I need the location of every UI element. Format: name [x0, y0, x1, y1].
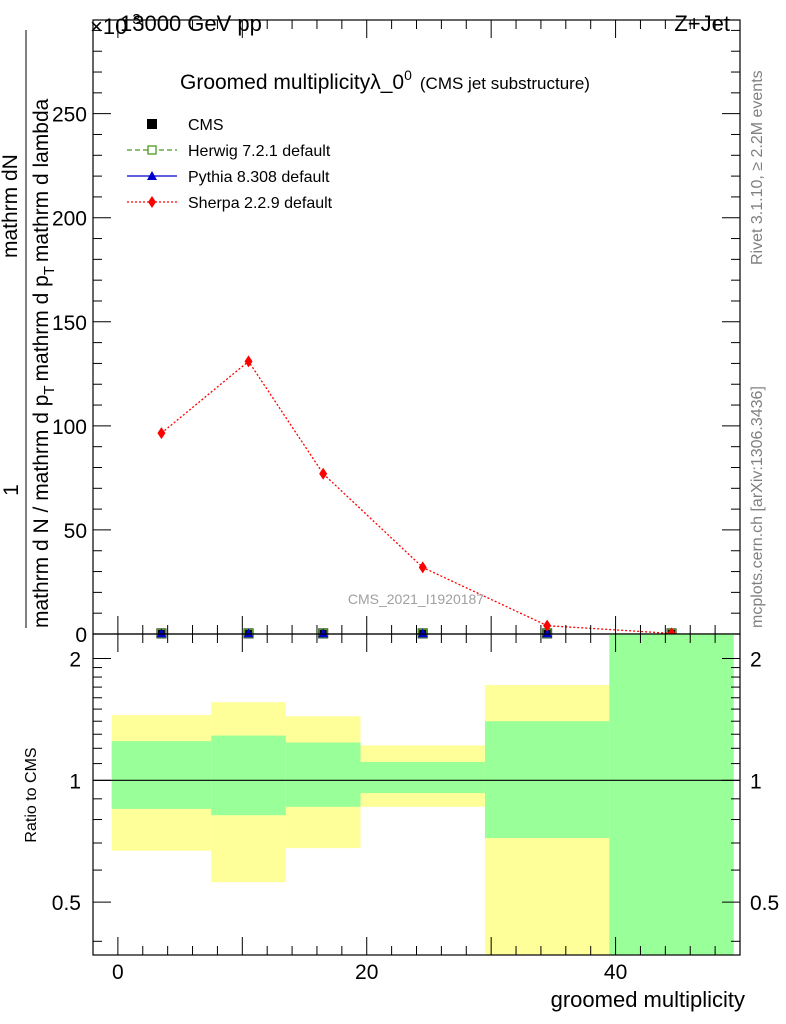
legend: CMS Herwig 7.2.1 default Pythia 8.308 defa… [127, 117, 333, 212]
legend-item: Pythia 8.308 default [127, 169, 330, 186]
y-label-denominator: mathrm d N / mathrm d pTmathrm d pTmathr… [30, 98, 58, 628]
main-panel-data [156, 355, 677, 640]
y-tick-label: 50 [64, 520, 87, 543]
legend-swatch-marker [147, 171, 157, 180]
main-y-axis-label: mathrm dN 1 mathrm d N / mathrm d pTmath… [0, 30, 58, 628]
sherpa-point [543, 619, 552, 632]
plot-title: Groomed multiplicityλ_00 (CMS jet substru… [180, 67, 590, 94]
stat-uncertainty-band [211, 735, 286, 816]
stat-uncertainty-band [484, 721, 610, 839]
ratio-y-tick-label-right: 1 [750, 770, 762, 793]
legend-swatch-marker [148, 196, 156, 208]
header-energy-label: 13000 GeV pp [120, 11, 262, 36]
sherpa-point [244, 355, 253, 368]
ratio-y-tick-label: 1 [69, 770, 81, 793]
y-tick-label: 200 [52, 208, 87, 231]
legend-label: Herwig 7.2.1 default [188, 143, 331, 160]
main-panel-ticks: 0 50 100 150 200 250 [52, 20, 741, 647]
legend-label: Sherpa 2.2.9 default [188, 195, 333, 212]
stat-uncertainty-band [285, 742, 361, 807]
main-panel-frame [92, 19, 741, 635]
x-axis-label: groomed multiplicity [551, 987, 745, 1012]
sherpa-point [319, 467, 328, 480]
legend-item: CMS [147, 117, 224, 134]
x-tick-label: 20 [355, 961, 378, 984]
y-tick-label: 250 [52, 104, 87, 127]
ratio-y-tick-label-right: 2 [750, 649, 762, 672]
y-label-numerator: mathrm dN [0, 154, 22, 258]
legend-swatch-cms [147, 119, 157, 129]
ratio-bands [111, 634, 734, 955]
ratio-y-tick-label-right: 0.5 [750, 892, 779, 915]
legend-item: Sherpa 2.2.9 default [127, 195, 333, 212]
pythia-point [156, 628, 167, 638]
main-panel: 0 50 100 150 200 250 Groomed multiplicityλ_00… [52, 19, 741, 647]
legend-label: CMS [188, 117, 224, 134]
watermark-label: CMS_2021_I1920187 [348, 591, 484, 607]
y-tick-label: 100 [52, 416, 87, 439]
header-process-label: Z+Jet [674, 11, 730, 36]
x-tick-label: 40 [604, 961, 627, 984]
stat-uncertainty-band [360, 761, 485, 794]
pythia-point [243, 628, 254, 638]
mcplots-label: mcplots.cern.ch [arXiv:1306.3436] [749, 386, 766, 628]
x-tick-label: 0 [112, 961, 124, 984]
legend-item: Herwig 7.2.1 default [127, 143, 331, 160]
sherpa-point [418, 561, 427, 574]
ratio-panel: 0.5 0.51 12 20 20 40 Ratio to CMS groomed mul… [23, 633, 779, 1012]
ratio-panel-ticks: 0.5 0.51 12 20 20 40 [52, 634, 779, 984]
pythia-point [417, 628, 428, 638]
stat-uncertainty-band [609, 634, 734, 955]
stat-uncertainty-band [111, 741, 212, 809]
ratio-y-tick-label: 0.5 [52, 892, 81, 915]
rivet-label: Rivet 3.1.10, ≥ 2.2M events [749, 70, 766, 265]
sherpa-line [161, 360, 672, 635]
sherpa-point [157, 427, 166, 440]
y-tick-label: 150 [52, 312, 87, 335]
legend-swatch-marker [147, 145, 157, 155]
legend-label: Pythia 8.308 default [188, 169, 330, 186]
ratio-y-label: Ratio to CMS [23, 747, 40, 842]
y-label-prefix: 1 [0, 484, 23, 496]
ratio-y-tick-label: 2 [69, 649, 81, 672]
pythia-point [318, 628, 329, 638]
pythia-point [542, 628, 553, 638]
y-tick-label: 0 [75, 624, 87, 647]
